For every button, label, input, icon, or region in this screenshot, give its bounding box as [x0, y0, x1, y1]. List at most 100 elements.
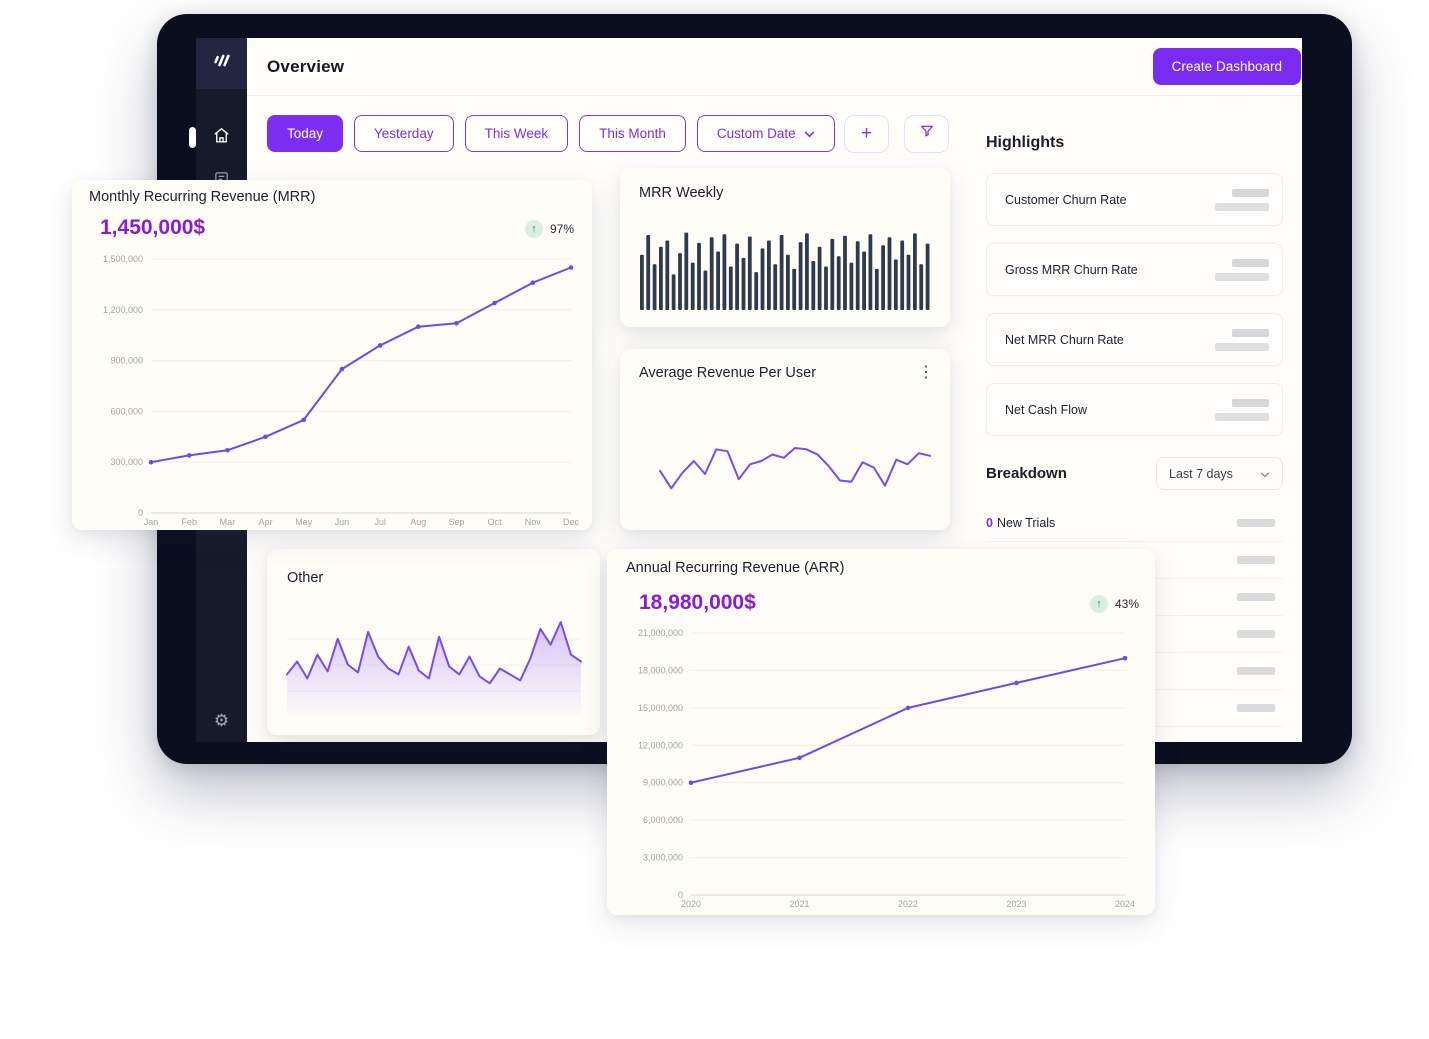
arr-card: Annual Recurring Revenue (ARR) 18,980,00…	[607, 549, 1155, 915]
svg-text:21,000,000: 21,000,000	[638, 628, 683, 638]
page-title: Overview	[267, 56, 345, 76]
mrr-value: 1,450,000$	[100, 216, 206, 239]
svg-text:Sep: Sep	[448, 517, 464, 527]
placeholder-bar	[1237, 593, 1275, 601]
highlight-card-customer-churn[interactable]: Customer Churn Rate	[986, 173, 1283, 226]
breakdown-title: Breakdown	[986, 465, 1067, 482]
svg-text:15,000,000: 15,000,000	[638, 703, 683, 713]
placeholder-bar	[1232, 188, 1269, 197]
breakdown-range-select[interactable]: Last 7 days	[1156, 457, 1283, 490]
placeholder-bar	[1215, 272, 1269, 281]
svg-text:18,000,000: 18,000,000	[638, 665, 683, 675]
highlight-label: Net Cash Flow	[1005, 402, 1087, 417]
arpu-line-chart	[659, 447, 931, 490]
breakdown-header: Breakdown Last 7 days	[986, 457, 1283, 490]
placeholder-bar	[1237, 667, 1275, 675]
add-widget-button[interactable]: +	[844, 115, 889, 153]
active-nav-indicator	[189, 127, 196, 148]
other-card: Other	[267, 549, 600, 735]
new-trials-count: 0	[986, 516, 993, 530]
other-area-chart	[286, 621, 582, 716]
sidebar-item-settings[interactable]: ⚙	[196, 711, 247, 731]
placeholder-bars	[1215, 258, 1269, 281]
svg-text:2023: 2023	[1006, 899, 1026, 909]
up-arrow-icon: ↑	[524, 220, 543, 238]
svg-text:Jan: Jan	[144, 517, 159, 527]
placeholder-bar	[1237, 556, 1275, 564]
breakdown-row-new-trials[interactable]: 0 New Trials	[986, 505, 1283, 542]
svg-text:900,000: 900,000	[110, 356, 143, 366]
highlights-title: Highlights	[986, 134, 1065, 151]
svg-text:1,200,000: 1,200,000	[103, 305, 143, 315]
slashes-logo-icon	[210, 49, 234, 78]
svg-text:Dec: Dec	[563, 517, 580, 527]
placeholder-bar	[1215, 412, 1269, 421]
svg-text:12,000,000: 12,000,000	[638, 740, 683, 750]
highlight-label: Gross MRR Churn Rate	[1005, 262, 1138, 277]
highlight-card-gross-mrr-churn[interactable]: Gross MRR Churn Rate	[986, 243, 1283, 296]
sidebar-item-home[interactable]	[196, 126, 247, 150]
svg-text:0: 0	[678, 890, 683, 900]
date-filter-bar: Today Yesterday This Week This Month Cus…	[267, 115, 835, 152]
placeholder-bar	[1232, 258, 1269, 267]
custom-date-label: Custom Date	[716, 126, 796, 141]
placeholder-bar	[1232, 328, 1269, 337]
app-logo[interactable]	[196, 38, 247, 89]
range-label: Last 7 days	[1169, 466, 1233, 481]
placeholder-bar	[1237, 519, 1275, 527]
mrr-weekly-bar-chart	[640, 232, 930, 310]
svg-text:2021: 2021	[789, 899, 809, 909]
card-title: Annual Recurring Revenue (ARR)	[626, 560, 845, 576]
card-title: Other	[287, 570, 324, 586]
create-dashboard-button[interactable]: Create Dashboard	[1152, 48, 1301, 85]
top-header: Overview Create Dashboard	[247, 38, 1302, 96]
chevron-down-icon	[1260, 467, 1270, 481]
svg-text:0: 0	[138, 508, 143, 518]
plus-icon: +	[860, 123, 873, 144]
placeholder-bar	[1237, 704, 1275, 712]
filter-custom-date[interactable]: Custom Date	[696, 115, 835, 152]
filter-yesterday[interactable]: Yesterday	[354, 115, 454, 152]
filter-today[interactable]: Today	[267, 115, 344, 152]
svg-text:Feb: Feb	[181, 517, 197, 527]
mrr-delta-badge: ↑ 97%	[524, 220, 574, 238]
svg-text:May: May	[295, 517, 313, 527]
home-icon	[212, 126, 231, 150]
average-revenue-per-user-card: Average Revenue Per User ⋮	[620, 349, 950, 530]
chevron-down-icon	[804, 126, 815, 141]
arr-delta-badge: ↑ 43%	[1089, 595, 1139, 613]
highlight-card-net-mrr-churn[interactable]: Net MRR Churn Rate	[986, 313, 1283, 366]
arr-value: 18,980,000$	[639, 591, 756, 614]
filter-button[interactable]	[904, 115, 949, 153]
mrr-weekly-card: MRR Weekly	[620, 168, 950, 327]
card-title: MRR Weekly	[639, 185, 724, 201]
highlight-label: Net MRR Churn Rate	[1005, 332, 1124, 347]
mrr-delta-value: 97%	[549, 222, 574, 236]
svg-text:2020: 2020	[681, 899, 701, 909]
placeholder-bar	[1232, 398, 1269, 407]
kebab-menu-icon[interactable]: ⋮	[918, 364, 934, 381]
svg-text:Nov: Nov	[525, 517, 542, 527]
up-arrow-icon: ↑	[1089, 595, 1108, 613]
svg-text:600,000: 600,000	[110, 406, 143, 416]
highlight-card-net-cash-flow[interactable]: Net Cash Flow	[986, 383, 1283, 436]
placeholder-bars	[1215, 188, 1269, 211]
placeholder-bar	[1215, 342, 1269, 351]
placeholder-bars	[1215, 398, 1269, 421]
svg-text:9,000,000: 9,000,000	[643, 778, 683, 788]
mrr-card: Monthly Recurring Revenue (MRR) 1,450,00…	[72, 180, 592, 530]
filter-this-month[interactable]: This Month	[579, 115, 686, 152]
svg-text:2022: 2022	[898, 899, 918, 909]
card-title: Monthly Recurring Revenue (MRR)	[89, 189, 316, 205]
arr-line-chart: 0 3,000,000 6,000,000 9,000,000 12,000,000 15…	[638, 628, 1135, 909]
svg-text:2024: 2024	[1115, 899, 1135, 909]
svg-text:6,000,000: 6,000,000	[643, 815, 683, 825]
placeholder-bars	[1215, 328, 1269, 351]
highlight-label: Customer Churn Rate	[1005, 192, 1127, 207]
svg-text:Jun: Jun	[335, 517, 350, 527]
arr-delta-value: 43%	[1114, 597, 1139, 611]
placeholder-bar	[1237, 630, 1275, 638]
filter-this-week[interactable]: This Week	[464, 115, 569, 152]
mrr-line-chart: 0 300,000 600,000 900,000 1,200,000 1,500,000…	[103, 254, 580, 527]
gear-icon: ⚙	[213, 711, 230, 730]
